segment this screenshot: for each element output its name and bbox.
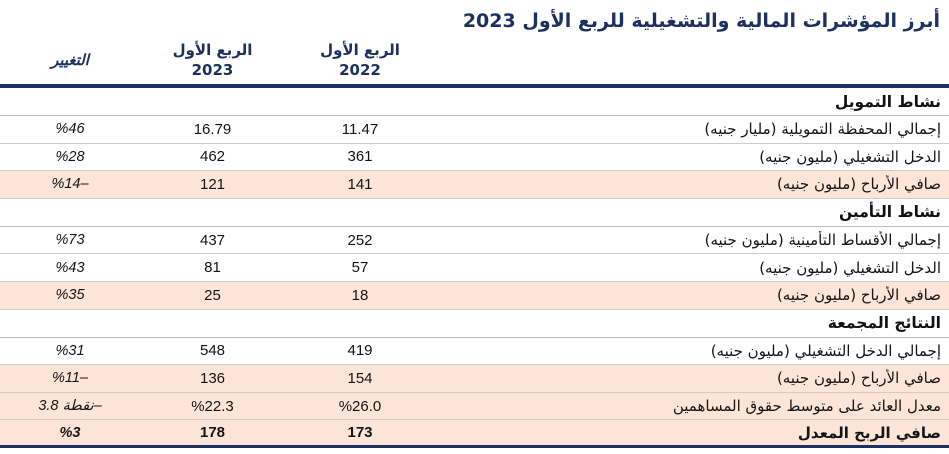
table-row: إجمالي الدخل التشغيلي (مليون جنيه) 419 548… bbox=[0, 337, 949, 366]
value-q1-2023: 121 bbox=[199, 175, 226, 193]
value-q1-2022: 173 bbox=[347, 424, 373, 442]
value-q1-2023: 178 bbox=[199, 424, 226, 442]
table-row: صافي الأرباح (مليون جنيه) 141 121 %14– bbox=[0, 171, 949, 199]
row-label: صافي الأرباح (مليون جنيه) bbox=[776, 369, 941, 388]
value-change: %11– bbox=[51, 370, 88, 387]
value-q1-2022: 154 bbox=[347, 369, 373, 387]
table-row: معدل العائد على متوسط حقوق المساهمين %26.… bbox=[0, 392, 949, 421]
value-change: %73 bbox=[55, 232, 85, 249]
page-title: أبرز المؤشرات المالية والتشغيلية للربع ا… bbox=[462, 10, 940, 32]
value-q1-2022: 419 bbox=[347, 342, 373, 360]
table-row: الدخل التشغيلي (مليون جنيه) 57 81 %43 bbox=[0, 254, 949, 282]
row-label: إجمالي الدخل التشغيلي (مليون جنيه) bbox=[710, 341, 941, 360]
value-change: %31 bbox=[55, 342, 85, 359]
col-header-q1-2023-label: الربع الأول bbox=[172, 41, 253, 59]
col-header-change: التغيير bbox=[51, 51, 89, 69]
table-row: إجمالي الأقساط التأمينية (مليون جنيه) 252… bbox=[0, 226, 949, 255]
value-q1-2023: 25 bbox=[204, 286, 221, 304]
table-row: صافي الربح المعدل 173 178 %3 bbox=[0, 420, 949, 448]
value-change: %46 bbox=[55, 121, 85, 138]
row-label: صافي الأرباح (مليون جنيه) bbox=[776, 286, 941, 305]
value-change: %43 bbox=[55, 259, 85, 276]
col-header-q1-2022-year: 2022 bbox=[339, 61, 381, 79]
section-header: النتائج المجمعة bbox=[0, 309, 949, 338]
value-q1-2023: %22.3 bbox=[191, 397, 234, 415]
col-header-q1-2023-year: 2023 bbox=[191, 61, 234, 79]
row-label: الدخل التشغيلي (مليون جنيه) bbox=[759, 147, 941, 166]
value-q1-2022: 252 bbox=[347, 231, 373, 249]
value-q1-2023: 462 bbox=[199, 148, 226, 166]
table-row: إجمالي المحفظة التمويلية (مليار جنيه) 11.… bbox=[0, 116, 949, 144]
value-q1-2022: 141 bbox=[347, 175, 373, 193]
value-q1-2022: 18 bbox=[351, 286, 369, 304]
value-q1-2022: 57 bbox=[351, 259, 369, 277]
col-header-q1-2023: الربع الأول 2023 bbox=[140, 40, 285, 80]
value-q1-2023: 437 bbox=[199, 231, 226, 249]
value-q1-2023: 16.79 bbox=[193, 120, 232, 138]
row-label: معدل العائد على متوسط حقوق المساهمين bbox=[672, 397, 941, 416]
value-q1-2023: 136 bbox=[199, 369, 226, 387]
row-label: الدخل التشغيلي (مليون جنيه) bbox=[759, 258, 941, 277]
row-label: صافي الأرباح (مليون جنيه) bbox=[776, 175, 941, 194]
value-q1-2023: 548 bbox=[199, 342, 226, 360]
table-body: نشاط التمويل إجمالي المحفظة التمويلية (مل… bbox=[0, 88, 949, 448]
row-label: إجمالي المحفظة التمويلية (مليار جنيه) bbox=[704, 120, 941, 139]
table-row: الدخل التشغيلي (مليون جنيه) 361 462 %28 bbox=[0, 143, 949, 172]
value-q1-2022: 361 bbox=[347, 148, 373, 166]
row-label: إجمالي الأقساط التأمينية (مليون جنيه) bbox=[704, 231, 941, 250]
section-header: نشاط التمويل bbox=[0, 88, 949, 116]
value-change: %35 bbox=[55, 287, 85, 304]
table-header-row: الربع الأول 2022 الربع الأول 2023 التغيي… bbox=[0, 36, 949, 88]
value-q1-2022: 11.47 bbox=[341, 120, 379, 138]
value-q1-2023: 81 bbox=[204, 259, 221, 277]
value-q1-2022: %26.0 bbox=[338, 397, 382, 415]
value-change: نقطة 3.8– bbox=[38, 398, 102, 415]
value-change: %14– bbox=[51, 176, 89, 193]
col-header-q1-2022-label: الربع الأول bbox=[320, 41, 400, 59]
section-header: نشاط التأمين bbox=[0, 198, 949, 227]
table-row: صافي الأرباح (مليون جنيه) 154 136 %11– bbox=[0, 365, 949, 393]
value-change: %28 bbox=[55, 148, 85, 165]
col-header-q1-2022: الربع الأول 2022 bbox=[285, 40, 435, 80]
row-label: صافي الربح المعدل bbox=[797, 423, 941, 442]
value-change: %3 bbox=[59, 424, 81, 441]
table-row: صافي الأرباح (مليون جنيه) 18 25 %35 bbox=[0, 281, 949, 310]
